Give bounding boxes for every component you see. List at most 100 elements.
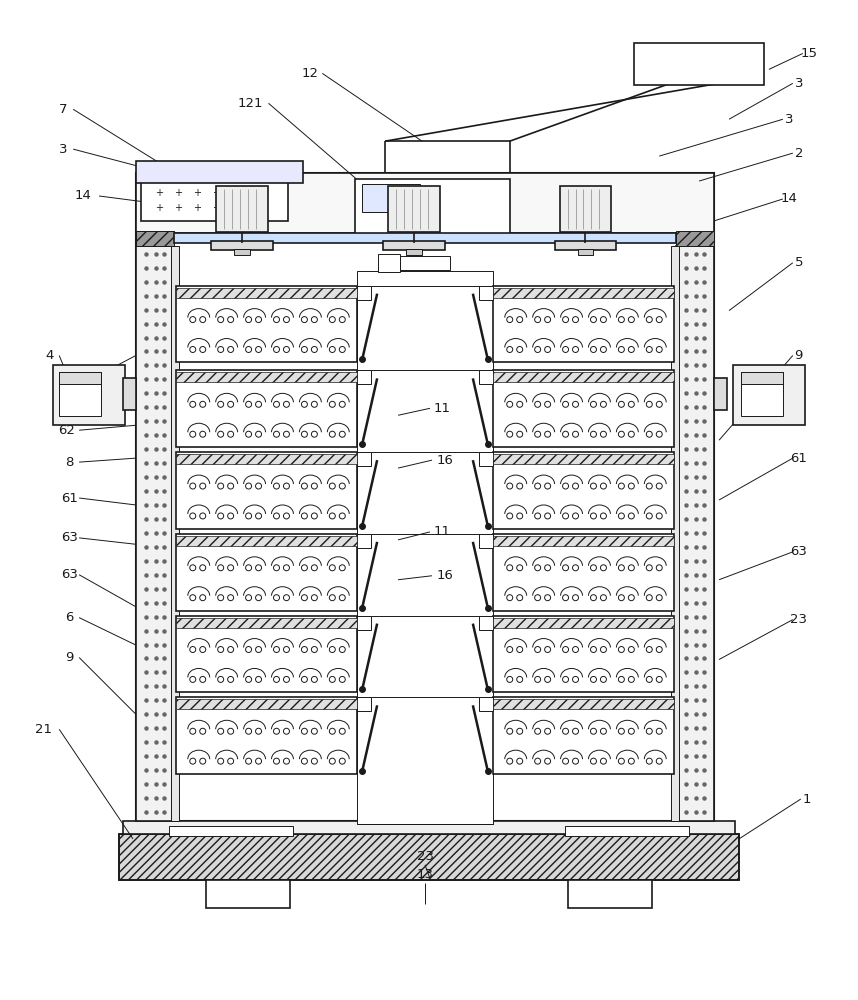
Bar: [479, 616, 492, 630]
Bar: [634, 43, 764, 85]
Bar: [136, 231, 174, 246]
Bar: [123, 378, 136, 410]
Bar: [492, 452, 674, 529]
Text: 9: 9: [795, 349, 803, 362]
Bar: [176, 699, 357, 709]
Text: 11: 11: [433, 402, 450, 415]
Bar: [215, 186, 268, 232]
Text: +: +: [212, 188, 220, 198]
Bar: [479, 286, 492, 300]
Bar: [741, 372, 782, 384]
Text: 15: 15: [801, 47, 818, 60]
Bar: [492, 697, 674, 774]
Bar: [492, 372, 674, 382]
Bar: [565, 826, 689, 836]
Text: 12: 12: [302, 67, 319, 80]
Text: +: +: [174, 188, 182, 198]
Text: 16: 16: [437, 454, 453, 467]
Bar: [136, 246, 174, 821]
Bar: [406, 249, 422, 255]
Text: +: +: [155, 188, 163, 198]
Text: +: +: [174, 203, 182, 213]
Text: 3: 3: [59, 143, 68, 156]
Bar: [176, 616, 357, 692]
Bar: [388, 186, 440, 232]
Text: 61: 61: [790, 452, 807, 465]
Text: 62: 62: [57, 424, 75, 437]
Text: +: +: [155, 203, 163, 213]
Bar: [492, 618, 674, 628]
Bar: [577, 249, 594, 255]
Bar: [119, 834, 739, 880]
Bar: [123, 821, 735, 834]
Bar: [492, 699, 674, 709]
Bar: [357, 370, 372, 384]
Text: 23: 23: [790, 613, 807, 626]
Bar: [141, 181, 288, 221]
Bar: [59, 372, 101, 384]
Bar: [676, 231, 714, 246]
Text: 5: 5: [795, 256, 803, 269]
Bar: [357, 452, 372, 466]
Text: 9: 9: [65, 651, 73, 664]
Text: 11: 11: [433, 525, 450, 538]
Bar: [479, 370, 492, 384]
Bar: [384, 241, 445, 250]
Text: +: +: [212, 203, 220, 213]
Text: +: +: [193, 203, 201, 213]
Text: +: +: [250, 188, 257, 198]
Bar: [492, 454, 674, 464]
Bar: [492, 536, 674, 546]
Bar: [136, 173, 714, 821]
Bar: [479, 534, 492, 548]
Text: 63: 63: [61, 531, 77, 544]
Bar: [479, 452, 492, 466]
Bar: [174, 233, 676, 243]
Text: 8: 8: [65, 456, 73, 469]
Bar: [211, 241, 273, 250]
Bar: [176, 534, 357, 611]
Bar: [176, 372, 357, 382]
Bar: [176, 286, 357, 362]
Bar: [357, 271, 492, 824]
Bar: [378, 254, 400, 272]
Bar: [492, 616, 674, 692]
Bar: [362, 184, 420, 212]
Text: 1: 1: [802, 793, 811, 806]
Bar: [357, 286, 372, 300]
Bar: [733, 365, 805, 425]
Text: 4: 4: [45, 349, 53, 362]
Text: 3: 3: [795, 77, 803, 90]
Text: 7: 7: [59, 103, 68, 116]
Bar: [176, 697, 357, 774]
Text: 8: 8: [65, 379, 73, 392]
Bar: [357, 697, 372, 711]
Bar: [59, 372, 101, 416]
Bar: [671, 246, 680, 821]
Text: 61: 61: [61, 492, 77, 505]
Bar: [176, 454, 357, 464]
Text: 14: 14: [75, 189, 92, 202]
Text: 121: 121: [238, 97, 263, 110]
Bar: [357, 534, 372, 548]
Bar: [714, 378, 727, 410]
Text: 3: 3: [784, 113, 793, 126]
Text: +: +: [231, 188, 239, 198]
Text: 2: 2: [795, 147, 803, 160]
Bar: [171, 246, 178, 821]
Text: 16: 16: [437, 569, 453, 582]
Bar: [206, 880, 291, 908]
Bar: [567, 880, 652, 908]
Bar: [492, 288, 674, 298]
Bar: [176, 370, 357, 447]
Bar: [176, 288, 357, 298]
Bar: [676, 246, 714, 821]
Bar: [136, 231, 174, 246]
Text: 23: 23: [416, 850, 433, 863]
Bar: [492, 286, 674, 362]
Bar: [559, 186, 612, 232]
Bar: [136, 173, 714, 233]
Bar: [357, 616, 372, 630]
Bar: [741, 372, 782, 416]
Bar: [169, 826, 293, 836]
